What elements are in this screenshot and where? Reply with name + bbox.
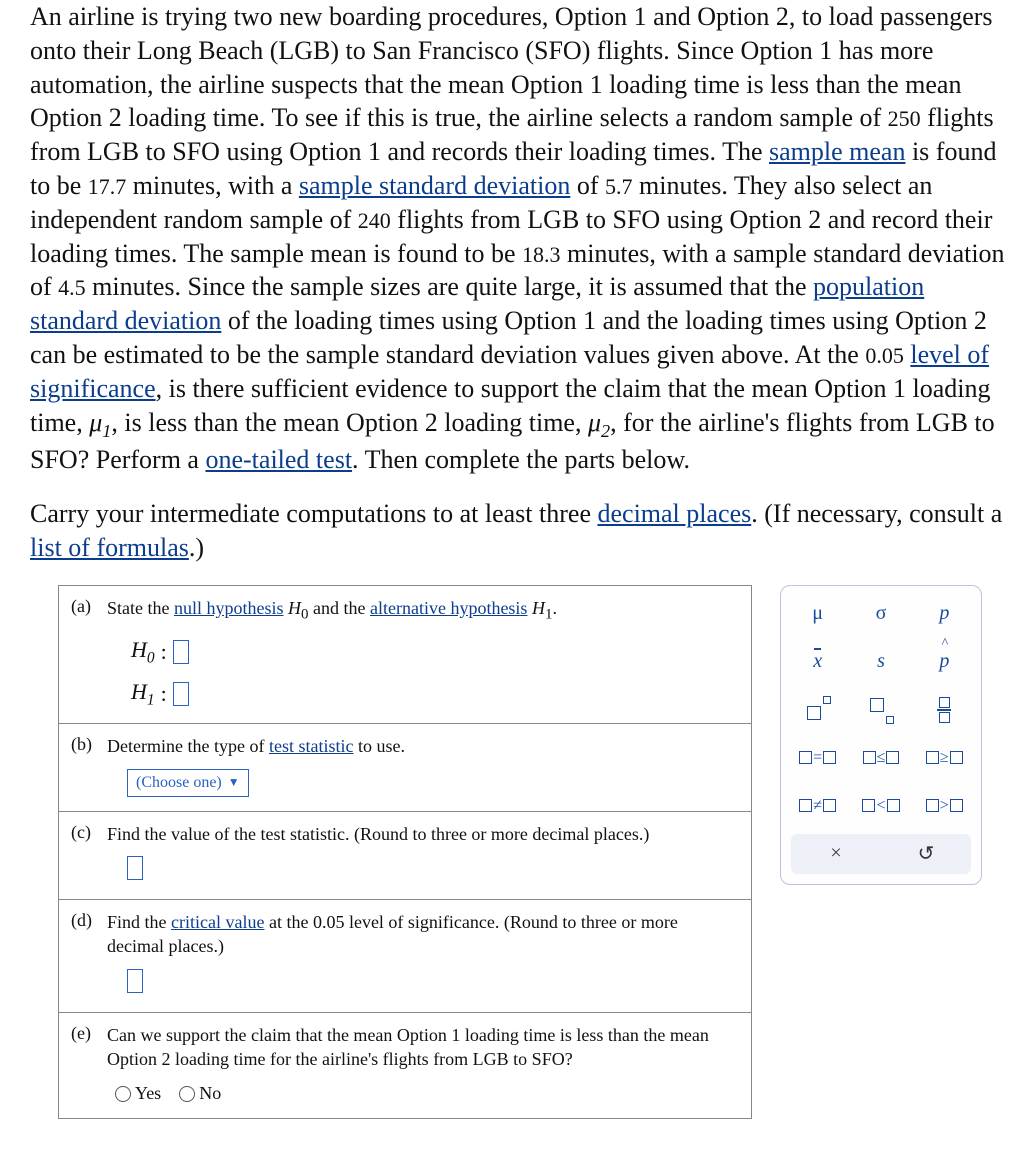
text: minutes. Since the sample sizes are quit… (86, 272, 813, 301)
part-a-text: State the null hypothesis H0 and the alt… (107, 596, 557, 625)
chevron-down-icon: ▼ (228, 775, 240, 790)
yes-option[interactable]: Yes (115, 1083, 161, 1104)
value-mean1: 17.7 (88, 174, 127, 199)
part-e-label: (e) (71, 1023, 107, 1044)
palette-subscript[interactable] (868, 696, 894, 724)
link-decimal-places[interactable]: decimal places (597, 499, 751, 528)
problem-statement: An airline is trying two new boarding pr… (30, 0, 1006, 477)
link-sample-std-dev[interactable]: sample standard deviation (299, 171, 570, 200)
palette-reset-button[interactable]: ↺ (881, 834, 971, 874)
palette-superscript[interactable] (805, 696, 831, 724)
part-e-text: Can we support the claim that the mean O… (107, 1023, 739, 1072)
link-sample-mean[interactable]: sample mean (769, 137, 905, 166)
test-statistic-input[interactable] (127, 856, 143, 880)
palette-eq[interactable]: = (799, 744, 836, 772)
text: . (If necessary, consult a (751, 499, 1002, 528)
text: Carry your intermediate computations to … (30, 499, 597, 528)
value-alpha: 0.05 (865, 343, 904, 368)
palette-phat[interactable]: p (939, 648, 949, 676)
test-statistic-select[interactable]: (Choose one) ▼ (127, 769, 249, 797)
palette-mu[interactable]: μ (812, 600, 823, 628)
value-sd1: 5.7 (605, 174, 633, 199)
part-c-label: (c) (71, 822, 107, 843)
part-e: (e) Can we support the claim that the me… (59, 1013, 751, 1119)
link-critical-value[interactable]: critical value (171, 912, 264, 932)
critical-value-input[interactable] (127, 969, 143, 993)
link-alternative-hypothesis[interactable]: alternative hypothesis (370, 598, 527, 618)
part-d-text: Find the critical value at the 0.05 leve… (107, 910, 739, 959)
parts-table: (a) State the null hypothesis H0 and the… (58, 585, 752, 1119)
part-c-text: Find the value of the test statistic. (R… (107, 822, 649, 846)
value-sd2: 4.5 (58, 275, 86, 300)
h1-row: H1 : (131, 679, 739, 709)
part-b-label: (b) (71, 734, 107, 755)
h1-input[interactable] (173, 682, 189, 706)
value-mean2: 18.3 (522, 242, 561, 267)
link-list-of-formulas[interactable]: list of formulas (30, 533, 189, 562)
part-d: (d) Find the critical value at the 0.05 … (59, 900, 751, 1013)
part-d-label: (d) (71, 910, 107, 931)
radio-icon (115, 1086, 131, 1102)
text: of (570, 171, 605, 200)
text: . Then complete the parts below. (352, 445, 690, 474)
no-option[interactable]: No (179, 1083, 221, 1104)
select-label: (Choose one) (136, 774, 222, 792)
part-b-text: Determine the type of test statistic to … (107, 734, 405, 758)
carry-instructions: Carry your intermediate computations to … (30, 497, 1006, 565)
palette-p[interactable]: p (939, 600, 949, 628)
value-n1: 250 (888, 106, 921, 131)
text: , is less than the mean Option 2 loading… (111, 408, 588, 437)
part-a: (a) State the null hypothesis H0 and the… (59, 586, 751, 725)
link-null-hypothesis[interactable]: null hypothesis (174, 598, 284, 618)
palette-xbar[interactable]: x (813, 648, 822, 676)
palette-s[interactable]: s (877, 648, 885, 676)
yes-label: Yes (135, 1083, 161, 1103)
palette-le[interactable]: ≤ (863, 744, 900, 772)
text: .) (189, 533, 204, 562)
palette-fraction[interactable] (937, 696, 951, 724)
palette-lt[interactable]: < (862, 792, 899, 820)
h0-input[interactable] (173, 640, 189, 664)
link-one-tailed-test[interactable]: one-tailed test (205, 445, 352, 474)
h0-row: H0 : (131, 637, 739, 667)
symbol-palette: μ σ p x s p = ≤ ≥ ≠ < > × ↺ (780, 585, 982, 885)
text: An airline is trying two new boarding pr… (30, 2, 993, 132)
part-b: (b) Determine the type of test statistic… (59, 724, 751, 811)
part-c: (c) Find the value of the test statistic… (59, 812, 751, 900)
no-label: No (199, 1083, 221, 1103)
radio-icon (179, 1086, 195, 1102)
palette-close-button[interactable]: × (791, 834, 881, 874)
symbol-mu1: μ1 (89, 408, 111, 437)
palette-sigma[interactable]: σ (876, 600, 887, 628)
palette-ne[interactable]: ≠ (799, 792, 836, 820)
palette-gt[interactable]: > (926, 792, 963, 820)
value-n2: 240 (358, 208, 391, 233)
text: minutes, with a (126, 171, 299, 200)
link-test-statistic[interactable]: test statistic (269, 736, 354, 756)
part-a-label: (a) (71, 596, 107, 617)
symbol-mu2: μ2 (588, 408, 610, 437)
palette-ge[interactable]: ≥ (926, 744, 963, 772)
